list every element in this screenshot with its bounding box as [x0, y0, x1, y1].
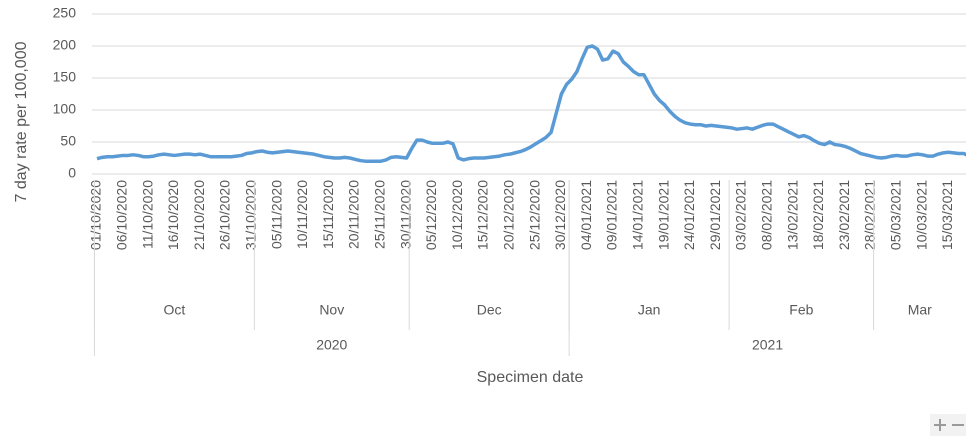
y-tick-label: 200	[53, 37, 77, 53]
x-tick-label: 10/12/2020	[449, 180, 465, 250]
x-tick-label: 09/01/2021	[604, 180, 620, 250]
x-tick-label: 15/03/2021	[939, 180, 955, 250]
x-tick-label: 30/11/2020	[397, 180, 413, 249]
group-label: Oct	[164, 302, 186, 318]
x-tick-label: 10/03/2021	[913, 180, 929, 250]
x-tick-label: 21/10/2020	[191, 180, 207, 250]
group-label: Nov	[319, 302, 344, 318]
x-tick-label: 06/10/2020	[114, 180, 130, 250]
zoom-control[interactable]	[930, 414, 966, 436]
x-tick-label: 29/01/2021	[707, 180, 723, 250]
x-tick-label: 11/10/2020	[139, 180, 155, 249]
y-tick-label: 250	[53, 5, 77, 21]
x-tick-label: 16/10/2020	[165, 180, 181, 250]
y-tick-label: 100	[53, 101, 77, 117]
x-tick-label: 01/10/2020	[88, 180, 104, 250]
x-axis-title: Specimen date	[477, 369, 584, 386]
x-tick-label: 20/11/2020	[346, 180, 362, 249]
x-tick-label: 03/02/2021	[733, 180, 749, 250]
x-tick-label: 05/03/2021	[888, 180, 904, 250]
x-tick-label: 25/11/2020	[372, 180, 388, 249]
x-tick-label: 19/01/2021	[655, 180, 671, 250]
x-tick-label: 15/11/2020	[320, 180, 336, 249]
x-tick-label: 26/10/2020	[217, 180, 233, 250]
x-tick-label: 18/02/2021	[810, 180, 826, 250]
x-tick-label: 28/02/2021	[862, 180, 878, 250]
x-tick-label: 20/03/2021	[965, 180, 966, 250]
y-tick-label: 50	[60, 133, 76, 149]
group-label: Mar	[908, 302, 932, 318]
y-tick-label: 150	[53, 69, 77, 85]
y-tick-label: 0	[68, 165, 76, 181]
zoom-icon	[934, 419, 964, 431]
x-tick-label: 15/12/2020	[475, 180, 491, 250]
group-label: Dec	[477, 302, 502, 318]
x-tick-label: 10/11/2020	[294, 180, 310, 249]
x-tick-label: 05/11/2020	[268, 180, 284, 249]
x-tick-label: 13/02/2021	[784, 180, 800, 250]
series-line	[96, 44, 966, 163]
x-tick-label: 24/01/2021	[681, 180, 697, 250]
x-tick-label: 23/02/2021	[836, 180, 852, 250]
x-tick-label: 30/12/2020	[552, 180, 568, 250]
group-label: 2021	[752, 337, 783, 353]
x-tick-label: 20/12/2020	[501, 180, 517, 250]
group-label: 2020	[316, 337, 347, 353]
x-tick-label: 05/12/2020	[423, 180, 439, 250]
group-label: Jan	[638, 302, 661, 318]
group-label: Feb	[789, 302, 813, 318]
x-tick-label: 25/12/2020	[526, 180, 542, 250]
x-tick-label: 08/02/2021	[759, 180, 775, 250]
x-tick-label: 14/01/2021	[630, 180, 646, 250]
x-tick-label: 31/10/2020	[243, 180, 259, 250]
x-tick-label: 04/01/2021	[578, 180, 594, 250]
y-axis-title: 7 day rate per 100,000	[13, 41, 30, 202]
